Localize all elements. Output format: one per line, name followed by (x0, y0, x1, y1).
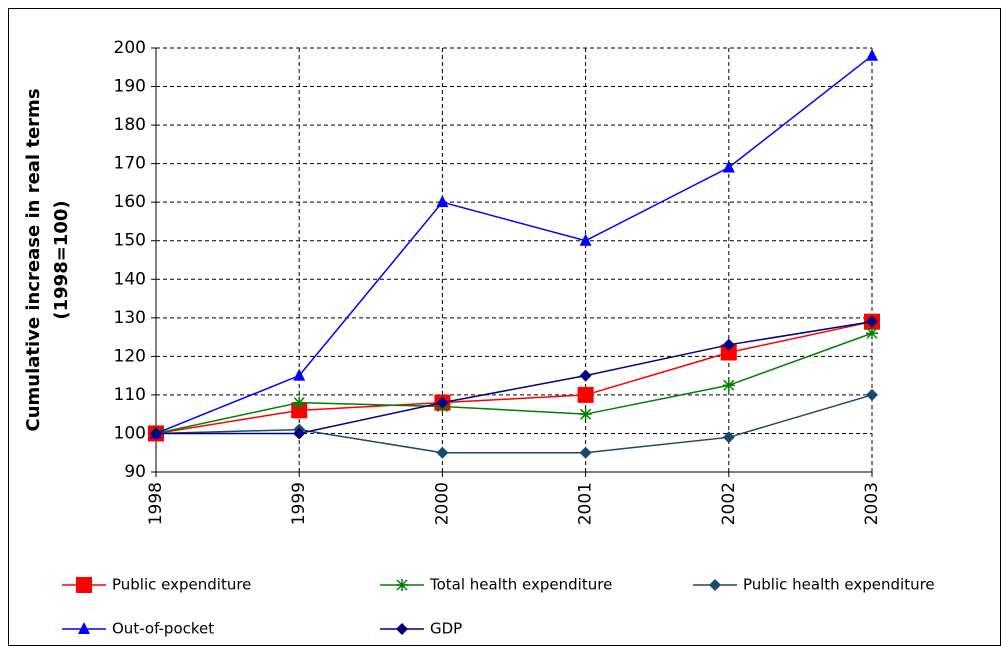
y-tick-label: 190 (114, 77, 146, 97)
legend-marker (709, 579, 721, 591)
legend-label: Out-of-pocket (112, 620, 214, 638)
y-tick-label: 130 (114, 308, 146, 328)
legend-marker (78, 622, 90, 634)
y-tick-label: 140 (114, 269, 146, 289)
marker (150, 427, 162, 440)
marker (579, 408, 592, 421)
marker (436, 446, 449, 459)
y-tick-label: 120 (114, 346, 146, 366)
y-axis-label: (1998=100) (51, 200, 72, 319)
legend-marker (76, 577, 92, 593)
x-tick-label: 2002 (719, 482, 739, 525)
series-line (156, 320, 873, 435)
legend-item: Public health expenditure (693, 576, 935, 594)
legend-label: Public health expenditure (743, 576, 935, 594)
y-tick-label: 200 (114, 38, 146, 58)
marker (293, 396, 306, 409)
legend-item: Total health expenditure (380, 576, 612, 594)
marker (436, 396, 449, 409)
legend-item: Out-of-pocket (62, 620, 214, 638)
marker (722, 338, 735, 351)
x-tick-label: 1998 (146, 482, 166, 525)
marker (579, 446, 592, 459)
marker (293, 368, 306, 381)
x-tick-label: 2003 (862, 482, 882, 525)
y-tick-label: 100 (114, 423, 146, 443)
y-tick-label: 110 (114, 385, 146, 405)
y-tick-label: 150 (114, 231, 146, 251)
marker (436, 195, 449, 208)
marker (866, 327, 878, 340)
legend-item: Public expenditure (62, 576, 251, 594)
marker (577, 386, 594, 403)
legend-marker (396, 623, 408, 635)
marker (866, 48, 878, 61)
marker (720, 344, 737, 361)
legend-label: Total health expenditure (429, 576, 612, 594)
legend-label: Public expenditure (112, 576, 251, 594)
marker (293, 427, 306, 440)
y-tick-label: 180 (114, 115, 146, 135)
marker (579, 233, 592, 246)
marker (722, 431, 735, 444)
marker (579, 369, 592, 382)
legend-marker (396, 579, 408, 591)
series-line (155, 394, 873, 454)
y-tick-label: 90 (124, 462, 146, 482)
x-tick-label: 1999 (289, 482, 309, 525)
y-axis-label: Cumulative increase in real terms (23, 88, 44, 431)
series-line (155, 55, 873, 435)
series-line (155, 320, 873, 435)
marker (722, 379, 735, 392)
series-line (155, 332, 873, 435)
marker (866, 388, 878, 401)
x-tick-label: 2001 (576, 482, 596, 525)
legend-item: GDP (380, 620, 462, 638)
y-tick-label: 160 (114, 192, 146, 212)
chart-border (8, 8, 1001, 646)
y-tick-label: 170 (114, 154, 146, 174)
legend-label: GDP (430, 620, 462, 638)
marker (722, 160, 735, 173)
x-tick-label: 2000 (432, 482, 452, 525)
marker (866, 315, 878, 328)
